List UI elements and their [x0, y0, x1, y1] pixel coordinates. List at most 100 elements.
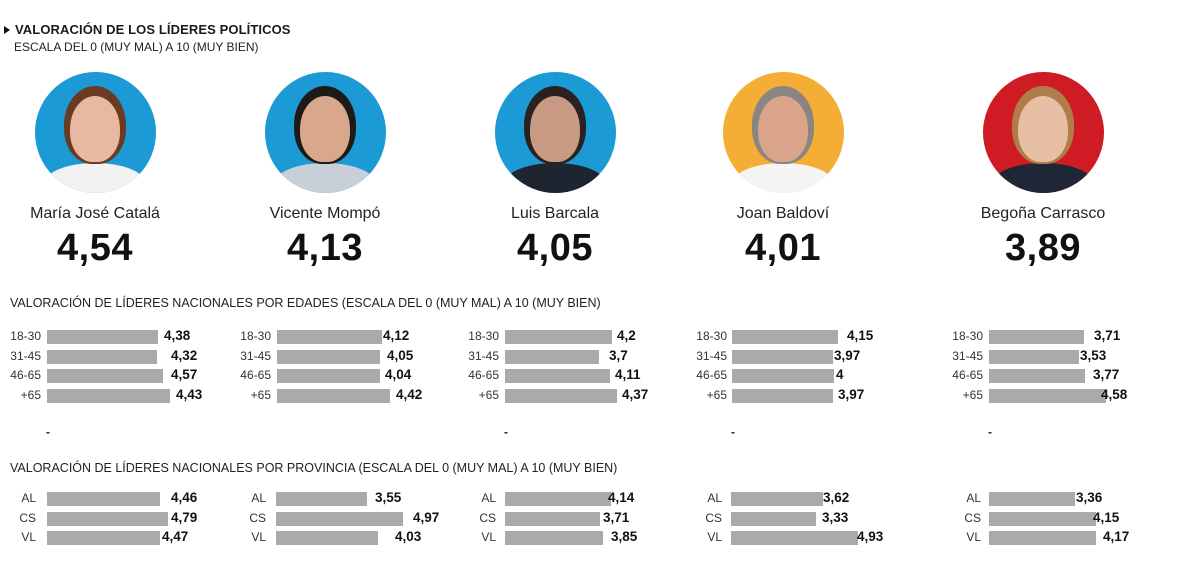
bar [732, 330, 838, 344]
bar-category-label: AL [21, 491, 36, 505]
face-shape [758, 96, 808, 162]
bar-value-label: 4,37 [622, 387, 649, 403]
province-section-title: VALORACIÓN DE LÍDERES NACIONALES POR PRO… [10, 461, 618, 475]
leader-name: Luis Barcala [510, 205, 600, 222]
bar-category-label: 31-45 [952, 348, 983, 363]
bar [989, 389, 1106, 404]
bar-category-label: +65 [706, 388, 727, 403]
leader-name: Vicente Mompó [269, 205, 381, 222]
bar [505, 492, 611, 506]
leader-card: Vicente Mompó 4,13 [225, 72, 425, 270]
leader-score: 3,89 [1005, 227, 1081, 269]
bar-category-label: 31-45 [468, 348, 499, 363]
bar-value-label: 4,93 [857, 529, 884, 544]
bar-value-label: 4,15 [847, 328, 874, 343]
bar-value-label: 4,05 [387, 347, 414, 363]
bar [989, 511, 1096, 526]
bar-value-label: 4,47 [162, 529, 189, 544]
bar-category-label: CS [249, 510, 266, 525]
bar-value-label: 4,2 [617, 328, 636, 343]
bar-category-label: CS [964, 510, 981, 525]
leader-score: 4,13 [287, 227, 363, 269]
leader-score: 4,05 [517, 227, 593, 269]
leader-name: Begoña Carrasco [980, 205, 1106, 222]
bar-category-label: CS [19, 510, 36, 525]
bar-category-label: 31-45 [10, 348, 41, 363]
leader-photo [982, 72, 1104, 193]
bar-value-label: 3,36 [1076, 490, 1103, 505]
bar [732, 349, 833, 364]
bar [731, 511, 816, 526]
subtitle: ESCALA DEL 0 (MUY MAL) A 10 (MUY BIEN) [14, 40, 259, 54]
bar-value-label: 4,38 [164, 328, 191, 343]
bar [277, 369, 380, 384]
shoulders-shape [733, 163, 833, 193]
bar-category-label: 46-65 [468, 368, 499, 383]
bar-value-label: 3,97 [834, 347, 861, 363]
footnote-dash: - [731, 425, 735, 439]
leader-photo [722, 72, 844, 193]
bar-category-label: 31-45 [696, 348, 727, 363]
leader-score: 4,54 [57, 227, 133, 269]
bar-category-label: 18-30 [240, 329, 271, 343]
leader-card: Luis Barcala 4,05 [455, 72, 655, 270]
bar [989, 330, 1084, 344]
bar-value-label: 4,42 [396, 387, 423, 403]
bar-category-label: 46-65 [952, 368, 983, 383]
footnote-dash: - [504, 425, 508, 439]
face-shape [1018, 96, 1068, 162]
bar [47, 330, 158, 344]
bar [505, 389, 617, 404]
bar-value-label: 4,14 [608, 490, 635, 505]
bar-value-label: 4,15 [1093, 509, 1120, 525]
bar [505, 511, 600, 526]
bar-value-label: 4,32 [171, 347, 198, 363]
leader-name: Joan Baldoví [736, 205, 830, 222]
age-section-title: VALORACIÓN DE LÍDERES NACIONALES POR EDA… [10, 296, 601, 310]
bar [276, 492, 367, 506]
bar-value-label: 4,11 [615, 367, 641, 383]
bar-category-label: AL [966, 491, 981, 505]
bar [276, 531, 378, 545]
main-title: VALORACIÓN DE LOS LÍDERES POLÍTICOS [4, 22, 291, 37]
footnote-dash: - [988, 425, 992, 439]
shoulders-shape [993, 163, 1093, 193]
bar [731, 492, 823, 506]
bar-value-label: 3,71 [603, 509, 630, 525]
bar [989, 349, 1079, 364]
bar-category-label: +65 [250, 388, 271, 403]
bar [47, 389, 170, 404]
face-shape [70, 96, 120, 162]
bar-category-label: 46-65 [696, 368, 727, 383]
bar-value-label: 4,57 [171, 367, 198, 383]
bar-value-label: 4,79 [171, 509, 198, 525]
leader-card: María José Catalá 4,54 [0, 72, 195, 270]
bar-category-label: VL [21, 530, 36, 544]
header: VALORACIÓN DE LOS LÍDERES POLÍTICOS ESCA… [4, 22, 291, 54]
bar [47, 369, 163, 384]
bar-value-label: 3,85 [611, 529, 638, 544]
face-shape [300, 96, 350, 162]
bar-value-label: 3,55 [375, 490, 402, 505]
bar-category-label: VL [707, 530, 722, 544]
shoulders-shape [505, 163, 605, 193]
bar [277, 389, 390, 404]
bar [989, 531, 1096, 545]
bar-category-label: CS [479, 510, 496, 525]
bar-value-label: 3,71 [1094, 328, 1121, 343]
bar-value-label: 4,17 [1103, 529, 1130, 544]
bar [47, 511, 168, 526]
leader-card: Joan Baldoví 4,01 [683, 72, 883, 270]
bar [277, 349, 380, 364]
main-title-text: VALORACIÓN DE LOS LÍDERES POLÍTICOS [15, 22, 291, 37]
bar-category-label: VL [966, 530, 981, 544]
bar-value-label: 3,77 [1093, 367, 1120, 383]
leaders-row: María José Catalá 4,54 Vicente Mompó 4,13 Lu… [0, 72, 1200, 282]
leader-photo [494, 72, 616, 193]
bar [47, 492, 160, 506]
bar [47, 349, 157, 364]
bar-category-label: 18-30 [696, 329, 727, 343]
bar-value-label: 4,43 [176, 387, 203, 403]
bar [732, 389, 833, 404]
footnote-dash: - [46, 425, 50, 439]
